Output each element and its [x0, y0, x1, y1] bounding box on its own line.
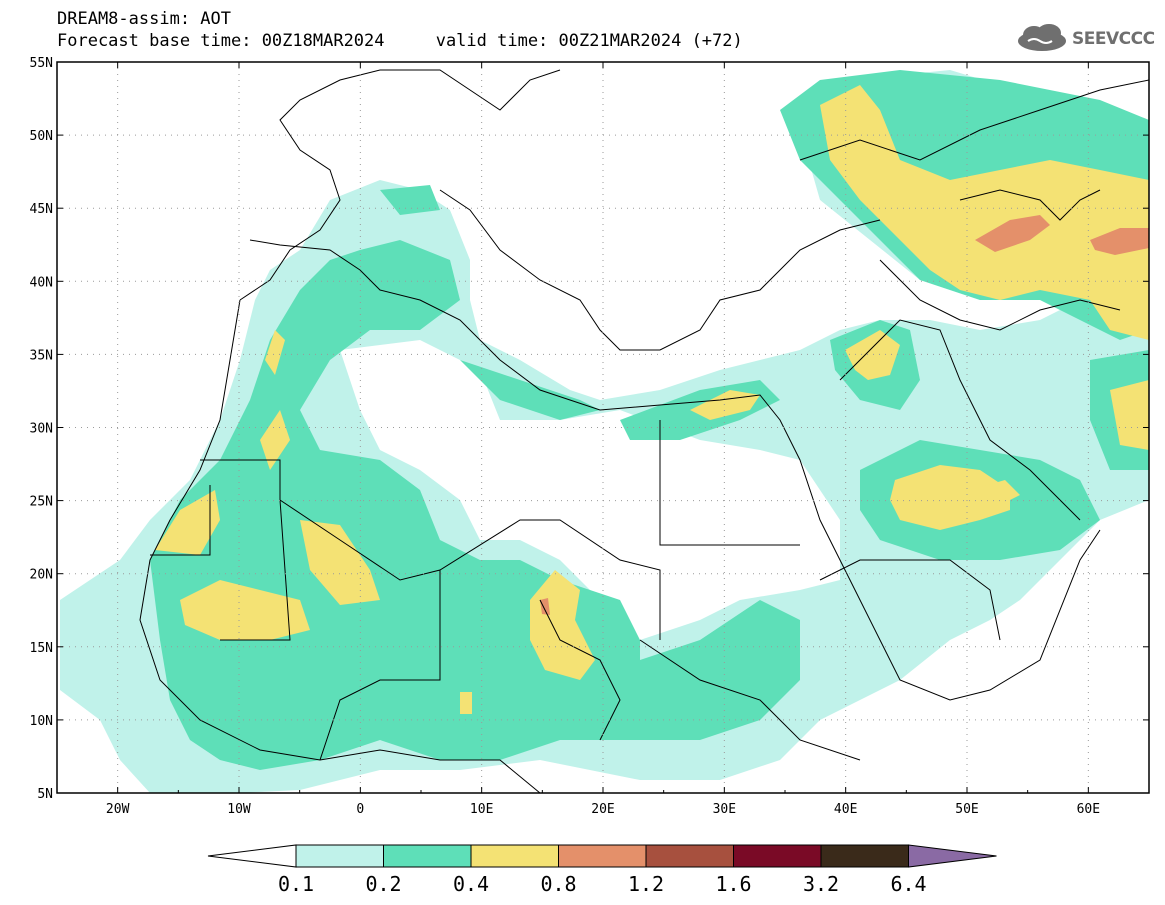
logo-text: SEEVCCC [1072, 29, 1155, 49]
lat-label: 30N [30, 422, 53, 437]
colorbar-segment [295, 844, 384, 868]
cloud-icon [1018, 24, 1066, 51]
colorbar-segment [820, 844, 909, 868]
colorbar-label: 6.4 [890, 872, 927, 896]
axis-ticks [56, 61, 1150, 794]
lon-label: 40E [834, 802, 857, 817]
longitude-labels: 20W 10W 0 10E 20E 30E 40E 50E 60E [106, 802, 1100, 817]
lon-label: 10W [227, 802, 251, 817]
map-area [57, 62, 1149, 793]
colorbar-segment [645, 844, 734, 868]
colorbar-label: 1.2 [627, 872, 665, 896]
lat-label: 55N [30, 56, 53, 71]
colorbar-segment [470, 844, 559, 868]
lat-label: 35N [30, 348, 53, 363]
lon-label: 50E [955, 802, 978, 817]
colorbar-segment [733, 844, 822, 868]
colorbar [207, 844, 997, 868]
seevccc-logo: SEEVCCC [1016, 24, 1155, 54]
colorbar-segment [558, 844, 647, 868]
lat-label: 20N [30, 568, 53, 583]
lat-label: 45N [30, 202, 53, 217]
lat-label: 10N [30, 714, 53, 729]
lat-label: 15N [30, 641, 53, 656]
colorbar-label: 0.8 [540, 872, 577, 896]
colorbar-label: 3.2 [802, 872, 840, 896]
lon-label: 60E [1077, 802, 1100, 817]
map-title: DREAM8-assim: AOT [57, 9, 231, 29]
colorbar-label: 0.4 [452, 872, 490, 896]
aot-0.8-region [540, 215, 1149, 615]
lat-label: 50N [30, 129, 53, 144]
lon-label: 20W [106, 802, 130, 817]
base-time-label: Forecast base time: 00Z18MAR2024 [57, 31, 385, 51]
colorbar-label: 0.1 [277, 872, 315, 896]
forecast-times: Forecast base time: 00Z18MAR2024 valid t… [57, 31, 743, 51]
valid-time-label: valid time: 00Z21MAR2024 (+72) [435, 31, 743, 51]
latitude-labels: 55N 50N 45N 40N 35N 30N 25N 20N 15N 10N 5N [30, 56, 53, 802]
colorbar-segment [383, 844, 472, 868]
lon-label: 0 [356, 802, 364, 817]
aot-0.4-region [155, 85, 1149, 714]
colorbar-label: 1.6 [715, 872, 752, 896]
colorbar-label: 0.2 [365, 872, 402, 896]
lat-label: 25N [30, 495, 53, 510]
lon-label: 20E [591, 802, 614, 817]
graticule [57, 62, 1149, 793]
lon-label: 30E [713, 802, 736, 817]
aot-below-0.1-region [280, 70, 880, 640]
colorbar-under-arrow [207, 844, 297, 868]
colorbar-over-arrow [908, 844, 997, 868]
lat-label: 40N [30, 275, 53, 290]
country-borders [139, 69, 1149, 793]
lon-label: 10E [470, 802, 493, 817]
lat-label: 5N [37, 787, 53, 802]
